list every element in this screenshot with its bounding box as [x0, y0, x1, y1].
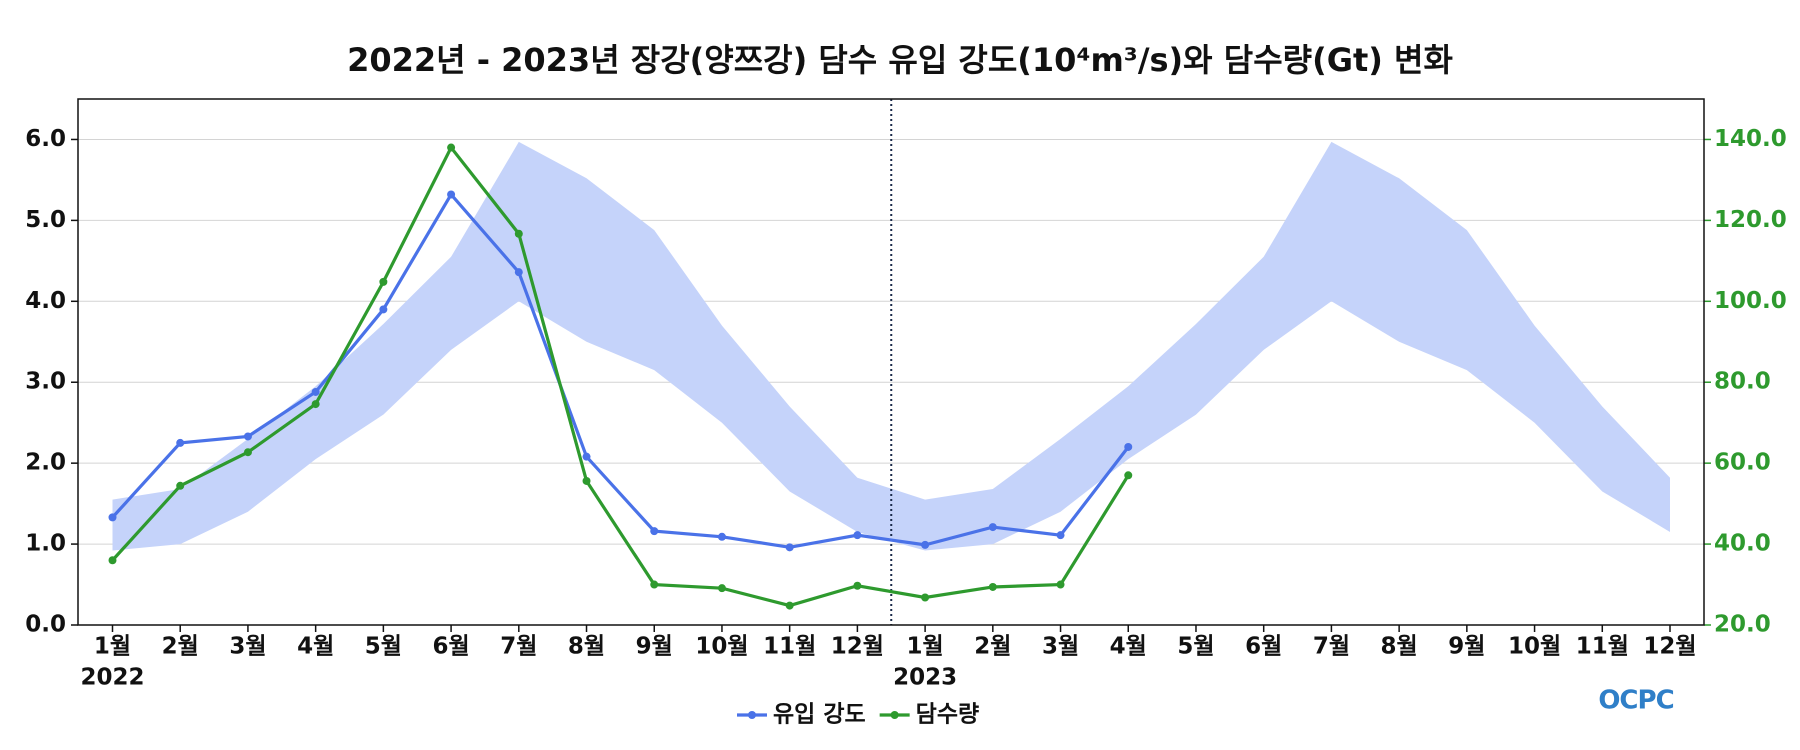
y2-tick-label: 20.0 [1714, 612, 1771, 638]
series-point [785, 601, 794, 610]
series-line [111, 191, 1130, 549]
x-tick-label: 3월 [229, 634, 266, 660]
series-point [853, 531, 862, 540]
series-point [1056, 531, 1065, 540]
series-point [514, 229, 523, 238]
y2-tick-label: 60.0 [1714, 450, 1771, 476]
series-point [1124, 471, 1133, 480]
chart-title: 2022년 - 2023년 장강(양쯔강) 담수 유입 강도(10⁴m³/s)와… [347, 41, 1453, 79]
series-point [853, 581, 862, 590]
series-point [582, 452, 591, 461]
series-point [379, 305, 388, 314]
series-point [311, 400, 320, 409]
legend-dot [748, 711, 756, 719]
x-tick-label: 6월 [433, 634, 470, 660]
series-point [988, 523, 997, 532]
x-tick-label: 4월 [1110, 634, 1147, 660]
x-tick-label: 12월 [1643, 634, 1696, 660]
y-tick-label: 2.0 [25, 450, 66, 476]
y-tick-label: 4.0 [25, 288, 66, 314]
x-tick-label: 7월 [500, 634, 537, 660]
series-point [988, 582, 997, 591]
x-tick-label: 10월 [1508, 634, 1561, 660]
series-point [717, 532, 726, 541]
y-tick-label: 5.0 [25, 207, 66, 233]
x-tick-label: 3월 [1042, 634, 1079, 660]
series-point [243, 448, 252, 457]
logo: OCPC [1598, 686, 1673, 716]
x-tick-label: 5월 [1177, 634, 1214, 660]
x-tick-label: 9월 [1448, 634, 1485, 660]
y2-tick-label: 100.0 [1714, 288, 1787, 314]
x-tick-label: 5월 [365, 634, 402, 660]
series-point [379, 277, 388, 286]
x-tick-label: 11월 [763, 634, 816, 660]
y2-tick-label: 140.0 [1714, 126, 1787, 152]
series-line [111, 144, 1130, 608]
plot-frame [77, 98, 1705, 626]
year-label: 2023 [893, 665, 957, 691]
series-point [1056, 580, 1065, 589]
legend-dot [890, 711, 899, 719]
y-tick-label: 3.0 [25, 369, 66, 395]
x-tick-label: 11월 [1576, 634, 1629, 660]
series-point [447, 190, 456, 199]
y-tick-label: 6.0 [25, 126, 66, 152]
series-point [1124, 442, 1133, 451]
climatology-band [112, 141, 1670, 551]
series-point [921, 593, 930, 602]
series-point [717, 584, 726, 593]
y2-tick-label: 40.0 [1714, 531, 1771, 557]
x-tick-label: 12월 [831, 634, 884, 660]
x-tick-label: 1월 [907, 634, 944, 660]
x-tick-label: 10월 [695, 634, 748, 660]
x-tick-label: 2월 [974, 634, 1011, 660]
series-point [650, 580, 659, 589]
x-tick-label: 8월 [1381, 634, 1418, 660]
year-label: 2022 [81, 665, 145, 691]
series-point [108, 513, 117, 522]
series-point [447, 143, 456, 152]
x-tick-label: 1월 [94, 634, 131, 660]
series-point [582, 476, 591, 485]
x-tick-label: 2월 [162, 634, 199, 660]
y2-tick-label: 120.0 [1714, 207, 1787, 233]
series-point [176, 438, 185, 447]
x-tick-label: 9월 [636, 634, 673, 660]
y-tick-label: 1.0 [25, 531, 66, 557]
x-tick-label: 6월 [1245, 634, 1282, 660]
x-tick-label: 4월 [297, 634, 334, 660]
y2-tick-label: 80.0 [1714, 369, 1771, 395]
legend-label: 담수량 [916, 702, 979, 728]
series-point [921, 540, 930, 549]
series-point [650, 527, 659, 536]
x-tick-label: 8월 [568, 634, 605, 660]
legend-label: 유입 강도 [773, 702, 866, 728]
series-point [311, 387, 320, 396]
series-point [108, 556, 117, 565]
series-point [514, 268, 523, 277]
series-point [785, 543, 794, 552]
y-tick-label: 0.0 [25, 612, 66, 638]
series-point [176, 481, 185, 490]
x-tick-label: 7월 [1313, 634, 1350, 660]
series-point [243, 432, 252, 441]
